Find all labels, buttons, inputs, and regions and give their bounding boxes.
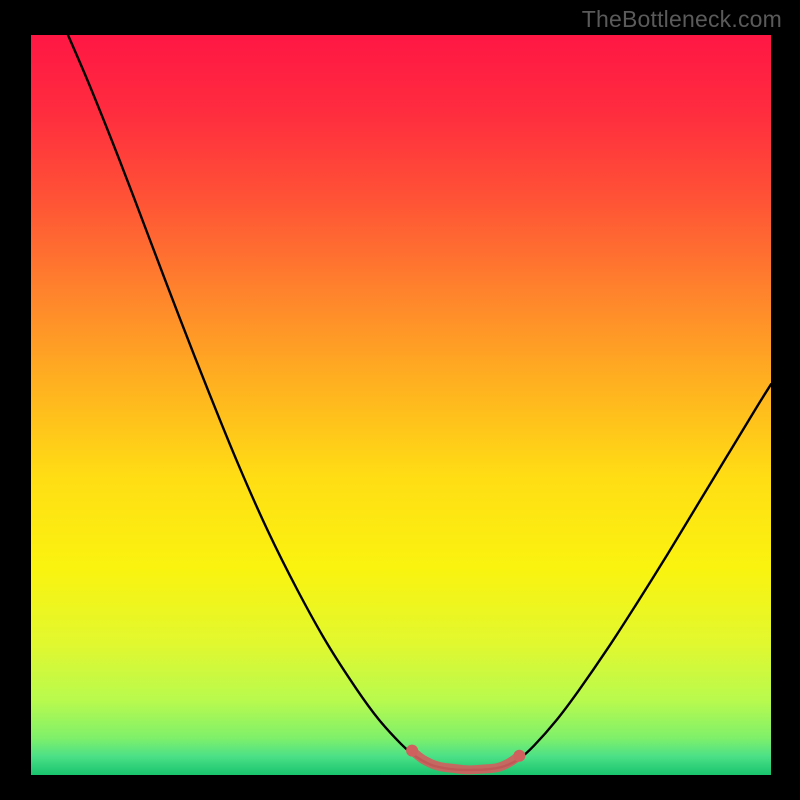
chart-container: TheBottleneck.com — [0, 0, 800, 800]
watermark-text: TheBottleneck.com — [582, 6, 782, 33]
plot-area — [31, 35, 771, 775]
gradient-background — [31, 35, 771, 775]
chart-svg — [31, 35, 771, 775]
band-endpoint-marker — [406, 745, 418, 757]
band-endpoint-marker — [513, 750, 525, 762]
